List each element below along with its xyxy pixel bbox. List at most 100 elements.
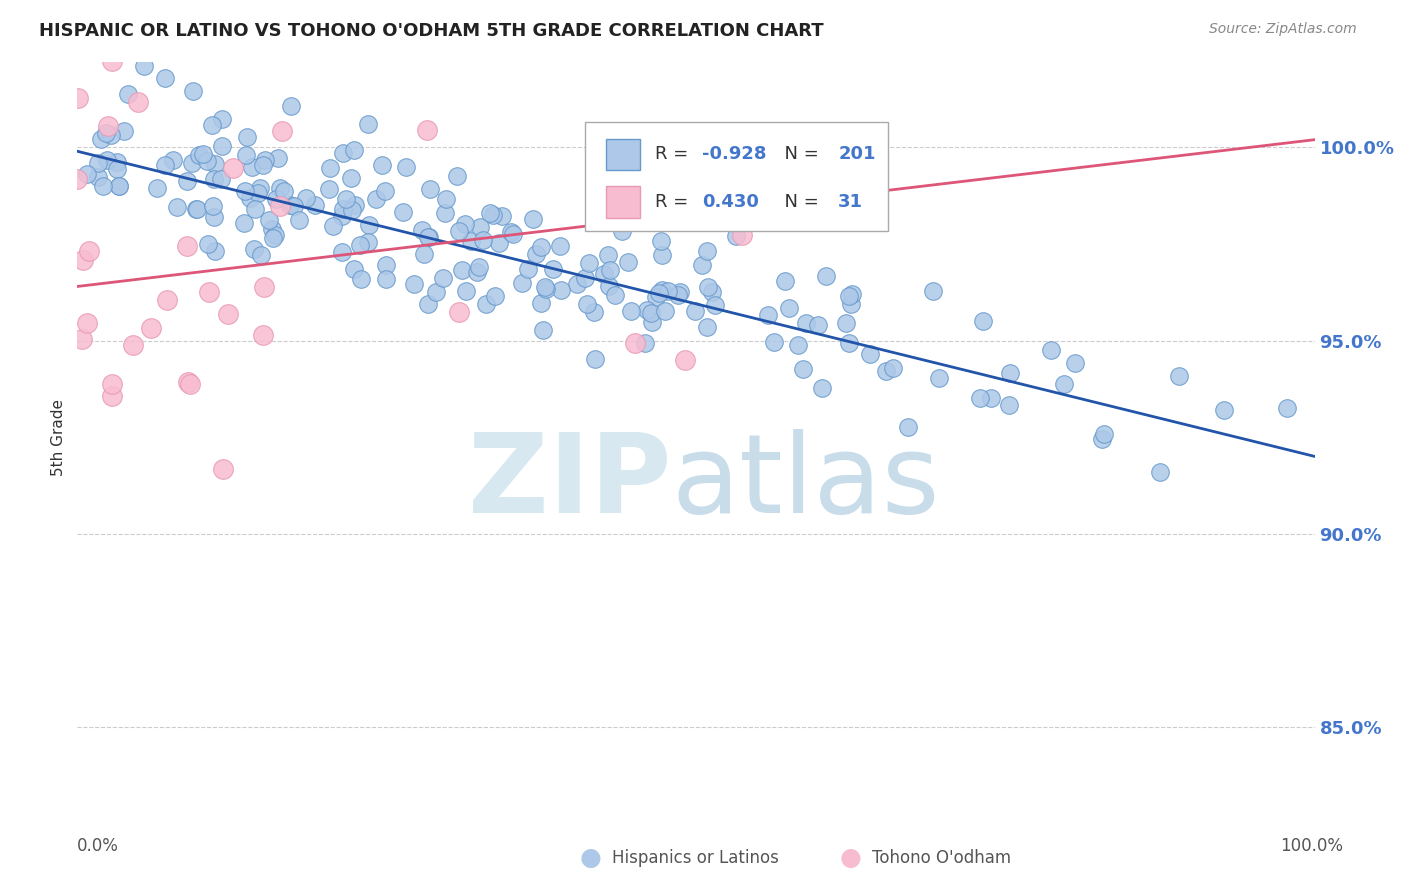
Point <box>245 202 267 217</box>
Point <box>204 156 226 170</box>
Point <box>350 271 373 285</box>
Text: N =: N = <box>773 145 824 163</box>
Point <box>651 247 673 261</box>
Point <box>762 334 785 349</box>
Point <box>598 279 620 293</box>
Point <box>599 262 621 277</box>
Text: R =: R = <box>655 193 695 211</box>
Point <box>252 158 274 172</box>
Point <box>897 420 920 434</box>
Point <box>465 264 488 278</box>
Point <box>90 132 112 146</box>
Point <box>447 305 470 319</box>
Point <box>395 160 418 174</box>
Point <box>176 174 198 188</box>
Point <box>243 242 266 256</box>
Point <box>468 219 491 234</box>
Point <box>280 99 302 113</box>
Point <box>179 377 201 392</box>
Text: 201: 201 <box>838 145 876 163</box>
Point <box>156 293 179 308</box>
Text: ●: ● <box>579 847 602 870</box>
Point <box>640 306 662 320</box>
Point <box>522 212 544 227</box>
Point <box>794 317 817 331</box>
Point <box>76 316 98 330</box>
Point <box>673 352 696 367</box>
Point <box>202 199 225 213</box>
Point <box>101 54 124 69</box>
Point <box>548 239 571 253</box>
Point <box>651 283 673 297</box>
Point <box>472 233 495 247</box>
Point <box>841 286 863 301</box>
Point <box>460 234 482 248</box>
Point <box>260 222 283 236</box>
Point <box>650 234 672 248</box>
Point <box>491 210 513 224</box>
Point <box>838 336 860 351</box>
Point <box>127 95 149 109</box>
Point <box>249 180 271 194</box>
Point <box>96 153 118 167</box>
Point <box>264 192 287 206</box>
Point <box>87 156 110 170</box>
Point <box>446 169 468 183</box>
Point <box>176 238 198 252</box>
Point <box>343 143 366 157</box>
Point <box>451 263 474 277</box>
Point <box>882 360 904 375</box>
Point <box>928 370 950 384</box>
Point <box>685 304 707 318</box>
Point <box>97 119 120 133</box>
Point <box>252 328 274 343</box>
Point <box>322 219 344 234</box>
Text: Source: ZipAtlas.com: Source: ZipAtlas.com <box>1209 22 1357 37</box>
Point <box>288 212 311 227</box>
Point <box>645 290 668 304</box>
Point <box>617 254 640 268</box>
Point <box>969 391 991 405</box>
Point <box>700 285 723 299</box>
Point <box>374 272 396 286</box>
Point <box>697 280 720 294</box>
Point <box>180 156 202 170</box>
Point <box>434 192 457 206</box>
Point <box>1091 433 1114 447</box>
Point <box>392 204 415 219</box>
Point <box>1167 369 1189 384</box>
Point <box>704 298 727 312</box>
Point <box>264 227 287 242</box>
Point <box>648 285 671 300</box>
Point <box>117 87 139 101</box>
Point <box>240 160 263 174</box>
Point <box>318 182 340 196</box>
Point <box>488 236 510 251</box>
Point <box>235 148 257 162</box>
Point <box>211 138 233 153</box>
Point <box>468 260 491 275</box>
Point <box>342 202 364 217</box>
Point <box>70 332 93 346</box>
Point <box>332 202 354 217</box>
Y-axis label: 5th Grade: 5th Grade <box>51 399 66 475</box>
Point <box>921 284 943 298</box>
Point <box>239 191 262 205</box>
Point <box>692 258 714 272</box>
Point <box>201 118 224 132</box>
Point <box>668 285 690 299</box>
Text: 31: 31 <box>838 193 863 211</box>
Point <box>875 364 897 378</box>
Point <box>122 338 145 352</box>
Point <box>596 248 619 262</box>
Point <box>534 282 557 296</box>
Point <box>91 178 114 193</box>
Point <box>1213 403 1236 417</box>
Point <box>510 276 533 290</box>
Point <box>76 167 98 181</box>
Point <box>654 304 676 318</box>
Point <box>499 225 522 239</box>
Point <box>181 84 204 98</box>
Point <box>359 219 381 233</box>
Point <box>731 227 754 242</box>
